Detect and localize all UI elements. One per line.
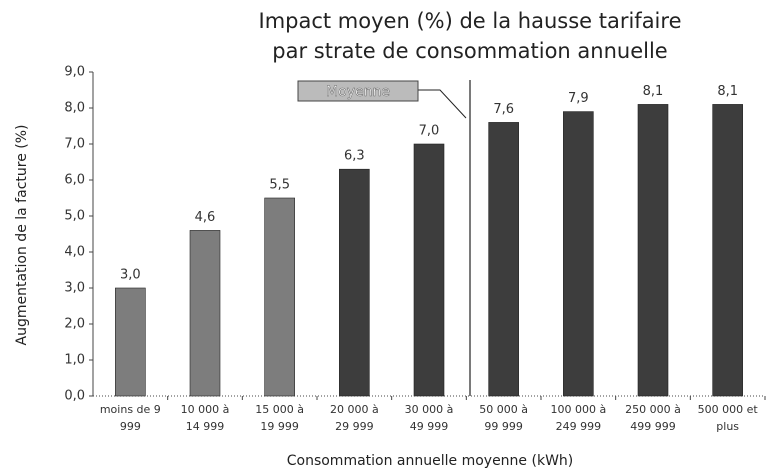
x-tick-label: 100 000 à	[550, 403, 606, 416]
y-axis-label: Augmentation de la facture (%)	[14, 125, 30, 346]
x-tick-label: 20 000 à	[330, 403, 379, 416]
bar	[413, 143, 445, 397]
x-tick-label: 999	[120, 420, 141, 433]
y-tick-label: 1,0	[64, 353, 85, 368]
bar	[488, 122, 519, 397]
value-label: 8,1	[717, 84, 738, 99]
x-tick-label: 10 000 à	[181, 403, 230, 416]
annotation: Moyenne	[326, 84, 390, 100]
y-tick-label: 7,0	[64, 137, 85, 152]
x-tick-label: moins de 9	[100, 403, 161, 416]
y-tick-label: 8,0	[64, 101, 85, 116]
value-label: 8,1	[643, 84, 664, 99]
bar	[563, 111, 594, 397]
y-tick-label: 6,0	[64, 173, 85, 188]
x-tick-label: 249 999	[556, 420, 602, 433]
bar	[264, 197, 295, 397]
x-tick-label: 19 999	[260, 420, 299, 433]
y-tick-label: 4,0	[64, 245, 85, 260]
x-tick-label: 30 000 à	[405, 403, 454, 416]
bar	[115, 287, 146, 397]
value-label: 7,0	[419, 124, 440, 139]
annotation-box	[297, 80, 419, 102]
y-tick-label: 3,0	[64, 281, 85, 296]
bar	[189, 230, 221, 397]
y-tick-label: 0,0	[64, 389, 85, 404]
x-tick-label: 50 000 à	[479, 403, 528, 416]
x-tick-label: 15 000 à	[255, 403, 304, 416]
value-label: 7,6	[493, 102, 514, 117]
chart-title: Impact moyen (%) de la hausse tarifaire	[259, 9, 682, 33]
x-tick-label: plus	[716, 420, 739, 433]
value-label: 4,6	[195, 210, 216, 225]
y-tick-label: 2,0	[64, 317, 85, 332]
x-tick-label: 499 999	[630, 420, 676, 433]
bar	[712, 104, 743, 397]
x-tick-label: 250 000 à	[625, 403, 681, 416]
x-axis-label: Consommation annuelle moyenne (kWh)	[287, 453, 574, 469]
x-tick-label: 49 999	[410, 420, 449, 433]
bar	[339, 168, 370, 397]
y-tick-label: 9,0	[64, 65, 85, 80]
x-tick-label: 29 999	[335, 420, 374, 433]
x-tick-label: 14 999	[186, 420, 225, 433]
x-tick-label: 99 999	[484, 420, 523, 433]
value-label: 5,5	[269, 178, 290, 193]
value-label: 3,0	[120, 268, 141, 283]
y-tick-label: 5,0	[64, 209, 85, 224]
value-label: 7,9	[568, 91, 589, 106]
chart-title: par strate de consommation annuelle	[272, 39, 667, 63]
annotation-leader	[418, 89, 467, 119]
x-tick-label: 500 000 et	[698, 403, 759, 416]
value-label: 6,3	[344, 149, 365, 164]
bar	[637, 104, 669, 397]
